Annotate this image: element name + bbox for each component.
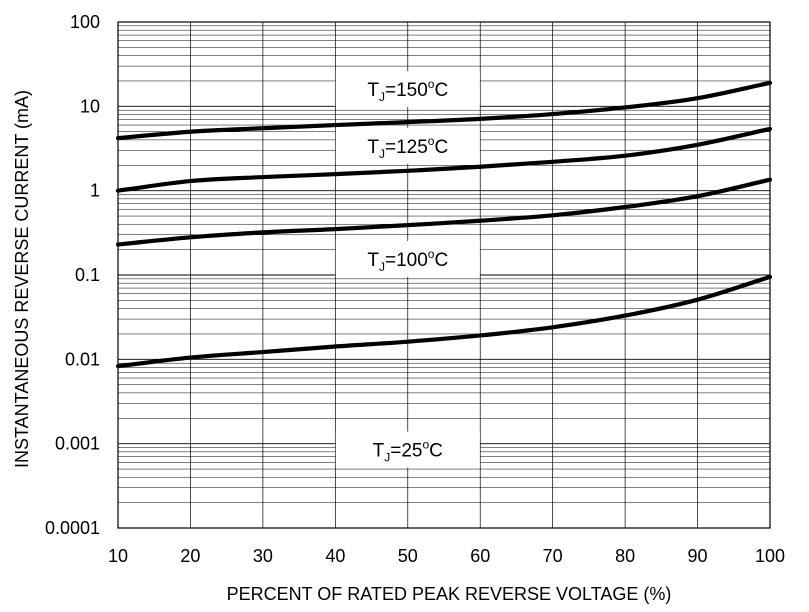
y-axis-label: INSTANTANEOUS REVERSE CURRENT (mA) [12,90,32,468]
curve-label-box [335,71,480,108]
x-tick-label: 50 [398,546,418,566]
curve-label-box [335,240,480,277]
y-tick-label: 10 [80,96,100,116]
y-tick-label: 0.001 [55,434,100,454]
curve-label-0: TJ=150oC [335,71,480,108]
y-tick-labels: 0.0001 0.001 0.01 0.1 1 10 100 [45,12,100,538]
curve-label-box [335,431,480,468]
y-tick-label: 0.1 [75,265,100,285]
x-axis-label: PERCENT OF RATED PEAK REVERSE VOLTAGE (%… [227,584,672,604]
curve-label-text: TJ=25oC [373,438,443,465]
x-tick-label: 70 [543,546,563,566]
series-line-3 [115,274,773,369]
x-tick-labels: 10 20 30 40 50 60 70 80 90 100 [108,546,785,566]
y-tick-label: 1 [90,181,100,201]
curves [115,80,773,369]
curve-label-2: TJ=100oC [335,240,480,277]
plot-frame [117,21,771,529]
curve-label-box [335,127,480,164]
series-line-0 [115,80,773,141]
x-tick-label: 10 [108,546,128,566]
curve-label-text: TJ=150oC [367,77,448,104]
series-line-1 [115,126,773,193]
x-tick-label: 90 [688,546,708,566]
x-tick-label: 20 [180,546,200,566]
curve-label-1: TJ=125oC [335,127,480,164]
y-tick-label: 100 [70,12,100,32]
curve-label-3: TJ=25oC [335,431,480,468]
x-tick-label: 60 [470,546,490,566]
curve-label-text: TJ=125oC [367,134,448,161]
x-tick-label: 100 [755,546,785,566]
x-tick-label: 40 [325,546,345,566]
x-tick-label: 30 [253,546,273,566]
series-line-2 [115,177,773,247]
y-tick-label: 0.0001 [45,518,100,538]
y-tick-label: 0.01 [65,349,100,369]
x-tick-label: 80 [615,546,635,566]
curve-labels: TJ=150oC TJ=125oC TJ=100oC TJ=25oC [335,71,480,468]
curve-label-text: TJ=100oC [367,247,448,274]
